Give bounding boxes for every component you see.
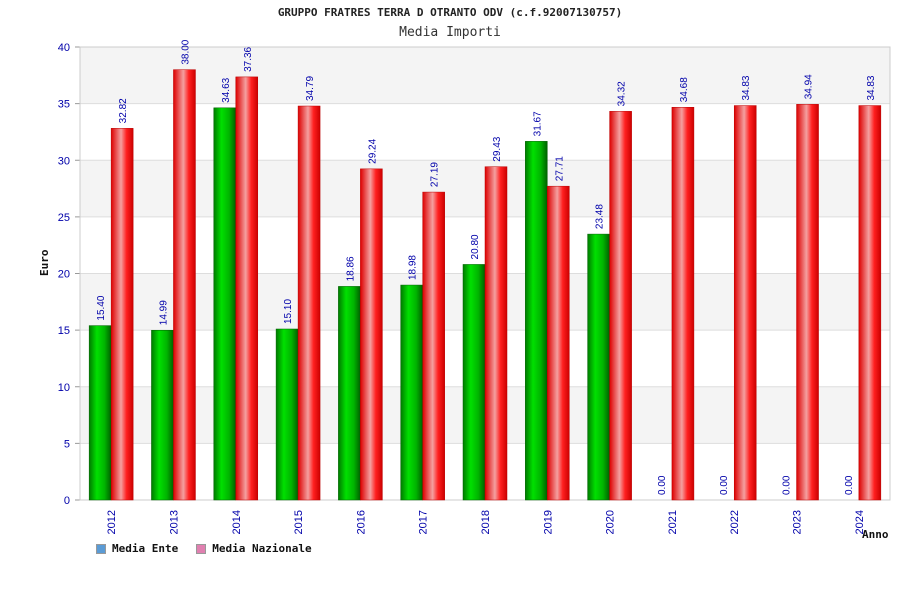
bar-ente (400, 284, 423, 501)
bar-nazionale (110, 128, 134, 501)
x-tick-label: 2021 (667, 510, 679, 534)
x-tick-label: 2014 (231, 510, 243, 534)
bar-nazionale (547, 185, 570, 501)
legend-swatch-ente (96, 543, 106, 554)
value-label: 38.00 (180, 39, 191, 64)
x-tick-label: 2022 (729, 510, 741, 534)
y-tick-label: 5 (64, 438, 70, 450)
legend-item-ente: Media Ente (96, 542, 178, 555)
bar-ente (462, 264, 486, 501)
bar-nazionale (858, 105, 882, 501)
value-label: 15.40 (96, 295, 107, 320)
value-label: 18.98 (408, 255, 419, 280)
y-tick-label: 25 (58, 212, 70, 224)
y-axis-label: Euro (38, 249, 51, 277)
value-label: 32.82 (118, 98, 129, 123)
value-label: 23.48 (595, 204, 606, 229)
x-tick-label: 2018 (480, 510, 492, 534)
x-tick-label: 2015 (293, 510, 305, 534)
y-tick-label: 15 (58, 325, 70, 337)
value-label: 0.00 (782, 475, 793, 495)
bar-nazionale (297, 105, 321, 501)
x-tick-label: 2019 (542, 510, 554, 534)
legend-swatch-nazionale (196, 543, 207, 554)
legend-label-ente: Media Ente (112, 542, 179, 555)
bars (88, 69, 882, 501)
bar-ente (151, 329, 174, 501)
value-label: 15.10 (283, 299, 294, 324)
value-labels: 15.40 32.82 14.99 38.00 34.63 37.36 15.10 34.79… (96, 39, 877, 495)
bar-nazionale (671, 106, 695, 501)
legend-label-nazionale: Media Nazionale (212, 542, 312, 555)
value-label: 34.63 (221, 77, 232, 102)
x-tick-label: 2023 (792, 510, 804, 534)
bar-nazionale (422, 191, 445, 501)
legend-item-nazionale: Media Nazionale (196, 542, 312, 555)
legend: Media Ente Media Nazionale (96, 542, 312, 555)
value-label: 0.00 (657, 475, 668, 495)
y-tick-label: 35 (58, 99, 70, 111)
y-tick-label: 10 (58, 382, 70, 394)
x-tick-label: 2024 (854, 510, 866, 534)
chart-title: GRUPPO FRATRES TERRA D OTRANTO ODV (c.f.… (277, 6, 623, 19)
value-label: 37.36 (243, 46, 254, 71)
value-label: 34.79 (305, 76, 316, 101)
value-label: 34.94 (804, 74, 815, 99)
bar-nazionale (484, 166, 508, 501)
y-tick-label: 30 (58, 155, 70, 167)
bar-ente (213, 107, 237, 501)
value-label: 27.71 (554, 156, 565, 181)
bar-ente (587, 233, 610, 501)
value-label: 31.67 (532, 111, 543, 136)
x-tick-label: 2016 (355, 510, 367, 534)
bar-nazionale (360, 168, 383, 501)
y-tick-label: 40 (58, 42, 70, 54)
bar-nazionale (173, 69, 196, 501)
x-tick-label: 2013 (168, 510, 180, 534)
bar-nazionale (796, 104, 819, 501)
y-tick-label: 0 (64, 495, 70, 507)
x-axis-label: Anno (862, 528, 889, 541)
bar-ente (88, 325, 112, 501)
value-label: 0.00 (719, 475, 730, 495)
x-tick-label: 2017 (418, 510, 430, 534)
y-tick-label: 20 (58, 269, 70, 281)
value-label: 34.83 (866, 75, 877, 100)
bar-nazionale (733, 105, 757, 501)
bar-nazionale (235, 76, 259, 501)
value-label: 34.68 (679, 77, 690, 102)
bar-nazionale (609, 111, 632, 501)
bar-ente (275, 328, 299, 501)
value-label: 34.83 (741, 75, 752, 100)
value-label: 34.32 (617, 81, 628, 106)
y-tick-labels: 0 5 10 15 20 25 30 35 40 (58, 42, 70, 507)
value-label: 14.99 (158, 300, 169, 325)
x-tick-labels: 2012 2013 2014 2015 2016 2017 2018 2019 2020 2021… (106, 510, 866, 534)
value-label: 29.24 (367, 138, 378, 163)
chart-subtitle: Media Importi (399, 25, 501, 40)
x-tick-label: 2012 (106, 510, 118, 534)
bar-ente (525, 141, 548, 501)
value-label: 29.43 (492, 136, 503, 161)
value-label: 0.00 (844, 475, 855, 495)
value-label: 20.80 (470, 234, 481, 259)
value-label: 18.86 (345, 256, 356, 281)
bar-ente (338, 286, 361, 501)
grid-band (80, 47, 890, 104)
x-tick-label: 2020 (605, 510, 617, 534)
value-label: 27.19 (430, 162, 441, 187)
